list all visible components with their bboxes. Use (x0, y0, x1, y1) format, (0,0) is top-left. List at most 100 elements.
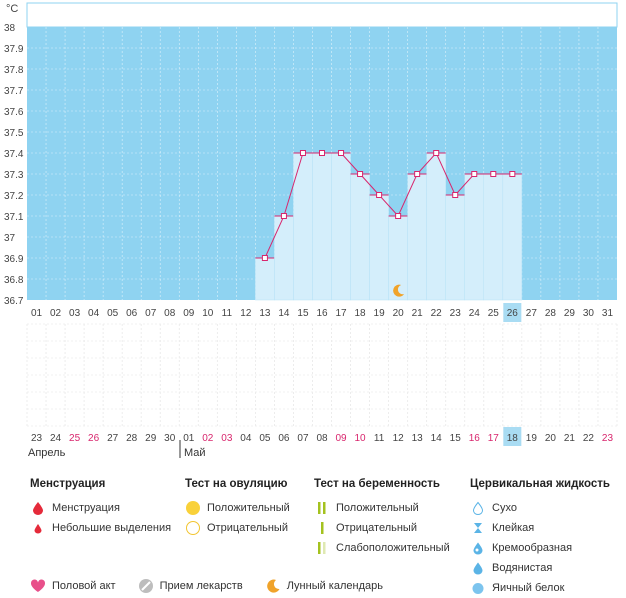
month-label-april: Апрель (28, 447, 66, 459)
temperature-point[interactable] (452, 192, 459, 198)
cycle-day-label[interactable]: 07 (145, 308, 157, 319)
temperature-point[interactable] (490, 171, 497, 177)
y-tick-label: 37.2 (4, 191, 24, 202)
calendar-date-label[interactable]: 03 (221, 433, 233, 444)
egg-white-drop-icon (470, 580, 486, 596)
calendar-date-label[interactable]: 09 (335, 433, 347, 444)
cycle-day-label[interactable]: 10 (202, 308, 214, 319)
outline-drop-icon (470, 500, 486, 516)
cycle-day-label[interactable]: 22 (431, 308, 443, 319)
cycle-day-label[interactable]: 31 (602, 308, 614, 319)
legend-item: Половой акт (30, 578, 116, 594)
cycle-day-label[interactable]: 02 (50, 308, 62, 319)
calendar-date-label[interactable]: 24 (50, 433, 62, 444)
cycle-day-label[interactable]: 08 (164, 308, 176, 319)
calendar-date-label[interactable]: 06 (278, 433, 290, 444)
calendar-date-label[interactable]: 29 (145, 433, 157, 444)
temperature-point[interactable] (509, 171, 516, 177)
cycle-day-label[interactable]: 21 (412, 308, 424, 319)
calendar-date-label[interactable]: 25 (69, 433, 81, 444)
cycle-day-label[interactable]: 12 (240, 308, 252, 319)
legend-item: Лунный календарь (265, 578, 383, 594)
cycle-day-label[interactable]: 15 (297, 308, 309, 319)
calendar-date-label[interactable]: 11 (374, 433, 385, 444)
temperature-point[interactable] (357, 171, 364, 177)
cycle-day-label[interactable]: 05 (107, 308, 119, 319)
cycle-day-label[interactable]: 13 (259, 308, 271, 319)
calendar-date-label[interactable]: 08 (316, 433, 328, 444)
calendar-date-label[interactable]: 26 (88, 433, 100, 444)
cycle-day-label[interactable]: 06 (126, 308, 138, 319)
calendar-date-label[interactable]: 02 (202, 433, 214, 444)
cycle-day-label[interactable]: 23 (450, 308, 462, 319)
temperature-column (350, 173, 370, 301)
calendar-date-label[interactable]: 18 (507, 433, 519, 444)
calendar-date-label[interactable]: 28 (126, 433, 138, 444)
cycle-day-label[interactable]: 25 (488, 308, 500, 319)
temperature-point[interactable] (280, 213, 287, 219)
cycle-day-label[interactable]: 09 (183, 308, 195, 319)
calendar-date-label[interactable]: 19 (526, 433, 538, 444)
cycle-day-label[interactable]: 27 (526, 308, 538, 319)
temperature-point[interactable] (395, 213, 402, 219)
temperature-point[interactable] (414, 171, 421, 177)
calendar-date-label[interactable]: 22 (583, 433, 595, 444)
cycle-day-label[interactable]: 01 (31, 308, 43, 319)
cycle-day-label[interactable]: 19 (374, 308, 386, 319)
legend-item: Небольшие выделения (30, 518, 171, 538)
calendar-date-label[interactable]: 05 (259, 433, 271, 444)
two-green-bars-icon (314, 500, 330, 516)
calendar-date-label[interactable]: 01 (183, 433, 195, 444)
cycle-day-label[interactable]: 29 (564, 308, 576, 319)
legend-item: Клейкая (470, 518, 610, 538)
cycle-day-label[interactable]: 17 (335, 308, 347, 319)
cycle-day-label[interactable]: 04 (88, 308, 100, 319)
cycle-day-label[interactable]: 24 (469, 308, 481, 319)
cycle-day-label[interactable]: 30 (583, 308, 595, 319)
temperature-column (312, 152, 332, 301)
temperature-point[interactable] (261, 255, 268, 261)
legend-item: Сухо (470, 498, 610, 518)
cycle-day-label[interactable]: 26 (507, 308, 519, 319)
temperature-column (255, 257, 275, 301)
temperature-point[interactable] (471, 171, 478, 177)
calendar-date-label[interactable]: 07 (297, 433, 309, 444)
calendar-date-label[interactable]: 23 (31, 433, 43, 444)
calendar-date-label[interactable]: 20 (545, 433, 557, 444)
temperature-point[interactable] (319, 150, 325, 156)
y-tick-label: 37 (4, 233, 16, 244)
temperature-point[interactable] (376, 192, 383, 198)
calendar-date-label[interactable]: 12 (393, 433, 405, 444)
calendar-date-label[interactable]: 17 (488, 433, 500, 444)
y-tick-label: 37.1 (4, 212, 24, 223)
y-tick-label: 37.7 (4, 86, 24, 97)
temperature-point[interactable] (433, 150, 440, 156)
calendar-date-label[interactable]: 04 (240, 433, 252, 444)
cycle-day-label[interactable]: 18 (355, 308, 367, 319)
cycle-day-label[interactable]: 28 (545, 308, 557, 319)
cycle-day-label[interactable]: 11 (222, 308, 233, 319)
calendar-date-label[interactable]: 10 (355, 433, 367, 444)
legend-item: Положительный (314, 498, 450, 518)
sticky-icon (470, 520, 486, 536)
legend-item: Яичный белок (470, 578, 610, 598)
temperature-column (483, 173, 504, 301)
cycle-day-label[interactable]: 14 (278, 308, 290, 319)
calendar-date-label[interactable]: 21 (564, 433, 576, 444)
calendar-date-label[interactable]: 30 (164, 433, 176, 444)
cycle-day-label[interactable]: 20 (393, 308, 405, 319)
legend-ovulation: Тест на овуляцию Положительный Отрицател… (185, 478, 290, 538)
pill-icon (138, 578, 154, 594)
cycle-day-label[interactable]: 03 (69, 308, 81, 319)
calendar-date-label[interactable]: 27 (107, 433, 119, 444)
cycle-day-label[interactable]: 16 (316, 308, 328, 319)
temperature-point[interactable] (299, 150, 306, 156)
temperature-column (445, 194, 465, 301)
calendar-date-label[interactable]: 23 (602, 433, 614, 444)
temperature-point[interactable] (338, 150, 345, 156)
calendar-date-label[interactable]: 15 (450, 433, 462, 444)
calendar-date-label[interactable]: 14 (431, 433, 443, 444)
calendar-date-label[interactable]: 16 (469, 433, 481, 444)
calendar-date-label[interactable]: 13 (412, 433, 424, 444)
y-tick-label: 38 (4, 23, 16, 34)
